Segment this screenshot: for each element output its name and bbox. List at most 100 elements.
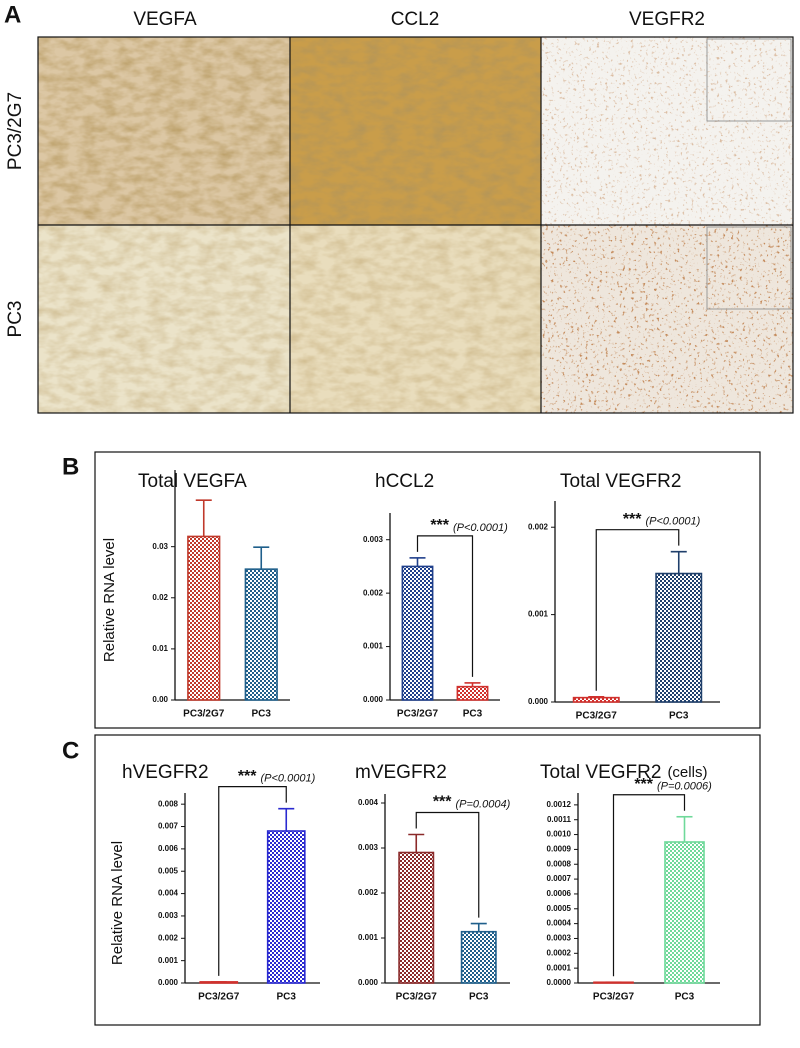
- y-tick-label: 0.0011: [547, 815, 572, 824]
- y-axis-label: Relative RNA level: [101, 538, 118, 662]
- y-tick-label: 0.001: [528, 610, 549, 619]
- bar: [266, 830, 306, 984]
- x-tick-label: PC3/2G7: [397, 709, 439, 720]
- y-tick-label: 0.0004: [547, 919, 572, 928]
- y-tick-label: 0.006: [158, 844, 179, 853]
- significance-stars: ***: [430, 517, 449, 534]
- chart: hVEGFR2 Relative RNA level 0.000 0.001 0.002…: [109, 762, 320, 1003]
- y-tick-label: 0.002: [158, 933, 179, 942]
- y-tick-label: 0.0001: [547, 963, 572, 972]
- chart-title: Total VEGFR2: [560, 471, 681, 492]
- chart-title: Total VEGFA: [138, 471, 247, 492]
- image-texture: [541, 37, 793, 225]
- y-tick-label: 0.004: [358, 798, 379, 807]
- x-tick-label: PC3: [252, 709, 272, 720]
- y-tick-label: 0.004: [158, 889, 179, 898]
- y-tick-label: 0.0008: [547, 859, 572, 868]
- y-tick-label: 0.003: [158, 911, 179, 920]
- y-tick-label: 0.001: [358, 933, 379, 942]
- bar: [664, 841, 705, 984]
- chart-subtitle: (cells): [667, 764, 707, 781]
- chart-title: mVEGFR2: [355, 762, 447, 783]
- y-axis-label: Relative RNA level: [109, 841, 126, 965]
- y-tick-label: 0.03: [152, 542, 168, 551]
- bar: [456, 685, 489, 701]
- y-tick-label: 0.007: [158, 822, 179, 831]
- row-label: PC3/2G7: [5, 92, 26, 170]
- y-tick-label: 0.000: [363, 695, 384, 704]
- y-tick-label: 0.002: [358, 888, 379, 897]
- y-tick-label: 0.0005: [547, 904, 572, 913]
- significance-bracket: [595, 529, 680, 691]
- image-texture: [38, 225, 290, 413]
- y-tick-label: 0.0012: [547, 800, 572, 809]
- significance-stars: ***: [238, 768, 257, 785]
- bar: [593, 981, 634, 984]
- bar: [398, 851, 435, 984]
- bar: [187, 535, 221, 701]
- y-tick-label: 0.01: [152, 644, 168, 653]
- y-tick-label: 0.005: [158, 866, 179, 875]
- significance-stars: ***: [433, 794, 452, 811]
- chart: mVEGFR2 0.000 0.001 0.002 0.003 0.004 PC3/2G7 P…: [355, 762, 511, 1003]
- p-value: (P<0.0001): [646, 516, 701, 528]
- y-tick-label: 0.0002: [547, 948, 572, 957]
- p-value: (P<0.0001): [453, 522, 508, 534]
- y-tick-label: 0.0000: [547, 978, 572, 987]
- chart: Total VEGFA Relative RNA level 0.00 0.01 0.0…: [101, 470, 290, 720]
- x-tick-label: PC3/2G7: [396, 992, 438, 1003]
- chart-title: hVEGFR2: [122, 762, 209, 783]
- y-tick-label: 0.00: [152, 695, 168, 704]
- y-tick-label: 0.0006: [547, 889, 572, 898]
- significance-bracket: [416, 535, 474, 677]
- micrographs: [37, 36, 794, 414]
- y-tick-label: 0.02: [152, 593, 168, 602]
- chart-title: hCCL2: [375, 471, 434, 492]
- y-tick-label: 0.001: [363, 642, 384, 651]
- p-value: (P<0.0001): [261, 773, 316, 785]
- inset-box: [706, 226, 792, 310]
- significance-bracket: [415, 811, 480, 918]
- panel-label: C: [62, 737, 79, 764]
- y-tick-label: 0.000: [158, 978, 179, 987]
- x-tick-label: PC3: [675, 992, 695, 1003]
- x-tick-label: PC3: [469, 992, 489, 1003]
- bar: [655, 572, 703, 703]
- significance-bracket: [612, 794, 686, 977]
- x-tick-label: PC3: [669, 711, 689, 722]
- bar: [460, 930, 497, 984]
- y-tick-label: 0.0007: [547, 874, 572, 883]
- x-tick-label: PC3/2G7: [593, 992, 635, 1003]
- y-tick-label: 0.003: [358, 843, 379, 852]
- y-tick-label: 0.000: [528, 697, 549, 706]
- chart: Total VEGFR2 0.000 0.001 0.002 PC3/2G7 PC3 ***…: [528, 471, 720, 722]
- panel-label: A: [4, 1, 21, 28]
- y-tick-label: 0.002: [528, 522, 549, 531]
- image-texture: [541, 225, 793, 413]
- chart-title: Total VEGFR2: [540, 762, 661, 783]
- image-texture: [290, 225, 541, 413]
- column-label: VEGFA: [133, 9, 197, 30]
- bar: [401, 565, 434, 701]
- y-tick-label: 0.0010: [547, 830, 572, 839]
- y-tick-label: 0.003: [363, 535, 384, 544]
- y-tick-label: 0.0003: [547, 934, 572, 943]
- p-value: (P=0.0004): [456, 798, 511, 810]
- x-tick-label: PC3/2G7: [198, 992, 240, 1003]
- y-tick-label: 0.002: [363, 588, 384, 597]
- x-tick-label: PC3/2G7: [183, 709, 225, 720]
- chart: Total VEGFR2 (cells) 0.0000 0.0001 0.0002 0.0…: [540, 762, 720, 1003]
- bar: [199, 981, 239, 984]
- p-value: (P=0.0006): [657, 781, 712, 793]
- y-tick-label: 0.0009: [547, 845, 572, 854]
- y-tick-label: 0.001: [158, 956, 179, 965]
- chart: hCCL2 0.000 0.001 0.002 0.003 PC3/2G7 PC3 *** (P…: [363, 471, 508, 720]
- panel-label: B: [62, 453, 79, 480]
- image-texture: [38, 37, 290, 225]
- image-texture: [290, 37, 541, 225]
- x-tick-label: PC3: [277, 992, 297, 1003]
- significance-stars: ***: [623, 511, 642, 528]
- y-tick-label: 0.008: [158, 799, 179, 808]
- bar: [244, 568, 278, 701]
- column-label: VEGFR2: [629, 9, 705, 30]
